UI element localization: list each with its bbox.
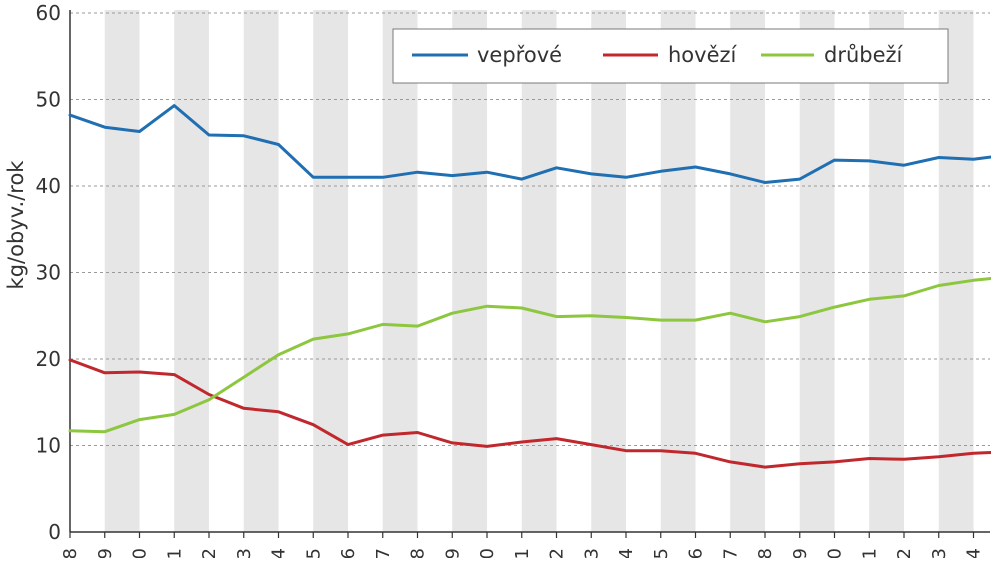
x-tick-label: 02 bbox=[199, 548, 220, 558]
x-tick-label: 05 bbox=[303, 548, 324, 558]
y-tick-label: 40 bbox=[36, 174, 61, 198]
x-tick-label: 08 bbox=[408, 548, 429, 558]
x-tick-label: 15 bbox=[651, 548, 672, 558]
x-tick-label: 10 bbox=[477, 548, 498, 558]
x-tick-label: 18 bbox=[755, 548, 776, 558]
legend-entry-label: vepřové bbox=[477, 43, 562, 67]
y-tick-label: 50 bbox=[36, 88, 61, 112]
column-band bbox=[521, 10, 557, 532]
x-tick-label: 19 bbox=[790, 548, 811, 558]
y-tick-label: 20 bbox=[36, 347, 61, 371]
series-line-hovězí bbox=[68, 358, 991, 469]
legend-entry-label: drůbeží bbox=[824, 43, 904, 67]
column-band bbox=[730, 10, 765, 532]
column-band bbox=[799, 10, 835, 532]
x-tick-label: 07 bbox=[373, 548, 394, 558]
x-tick-label: 11 bbox=[512, 548, 533, 558]
column-band bbox=[104, 10, 140, 532]
x-tick-label: 20 bbox=[825, 548, 846, 558]
x-tick-label: 03 bbox=[234, 548, 255, 558]
column-band bbox=[382, 10, 418, 532]
x-tick-label: 21 bbox=[859, 548, 880, 558]
x-tick-label: 01 bbox=[164, 548, 185, 558]
x-tick-label: 23 bbox=[929, 548, 950, 558]
legend-entry-label: hovězí bbox=[668, 43, 738, 67]
x-tick-label: 06 bbox=[338, 548, 359, 558]
y-tick-label: 60 bbox=[36, 1, 61, 25]
y-axis-label: kg/obyv./rok bbox=[4, 160, 28, 290]
legend: vepřové hovězí drůbeží bbox=[392, 28, 949, 84]
y-tick-label: 10 bbox=[36, 434, 61, 458]
column-band bbox=[174, 10, 209, 532]
x-tick-label: 12 bbox=[547, 548, 568, 558]
x-tick-label: 99 bbox=[95, 548, 116, 558]
column-band bbox=[938, 10, 974, 532]
axes bbox=[69, 10, 990, 538]
x-tick-label: 16 bbox=[686, 548, 707, 558]
legend-box bbox=[392, 28, 949, 84]
x-tick-label: 09 bbox=[442, 548, 463, 558]
y-tick-label: 0 bbox=[48, 520, 61, 544]
series-line-vepřové bbox=[68, 104, 991, 184]
series-line-drůbeží bbox=[68, 277, 991, 434]
x-tick-label: 24 bbox=[964, 548, 985, 558]
column-bands bbox=[104, 10, 974, 532]
x-tick-labels: 98 99 00 01 02 03 04 05 06 07 08 09 10 11 12 13 14 15 16 17… bbox=[60, 548, 985, 562]
column-band bbox=[869, 10, 904, 532]
column-band bbox=[313, 10, 348, 532]
y-tick-label: 30 bbox=[36, 261, 61, 285]
column-band bbox=[452, 10, 487, 532]
x-tick-label: 04 bbox=[269, 548, 290, 558]
y-tick-labels: 0 10 20 30 40 50 60 bbox=[36, 1, 61, 544]
column-band bbox=[591, 10, 626, 532]
x-tick-label: 22 bbox=[894, 548, 915, 558]
x-tick-label: 17 bbox=[720, 548, 741, 558]
x-tick-label: 98 bbox=[60, 548, 81, 558]
column-band bbox=[243, 10, 279, 532]
x-tick-label: 13 bbox=[581, 548, 602, 558]
series-lines bbox=[68, 104, 991, 469]
x-tick-label: 14 bbox=[616, 548, 637, 558]
x-tick-label: 00 bbox=[130, 548, 151, 558]
